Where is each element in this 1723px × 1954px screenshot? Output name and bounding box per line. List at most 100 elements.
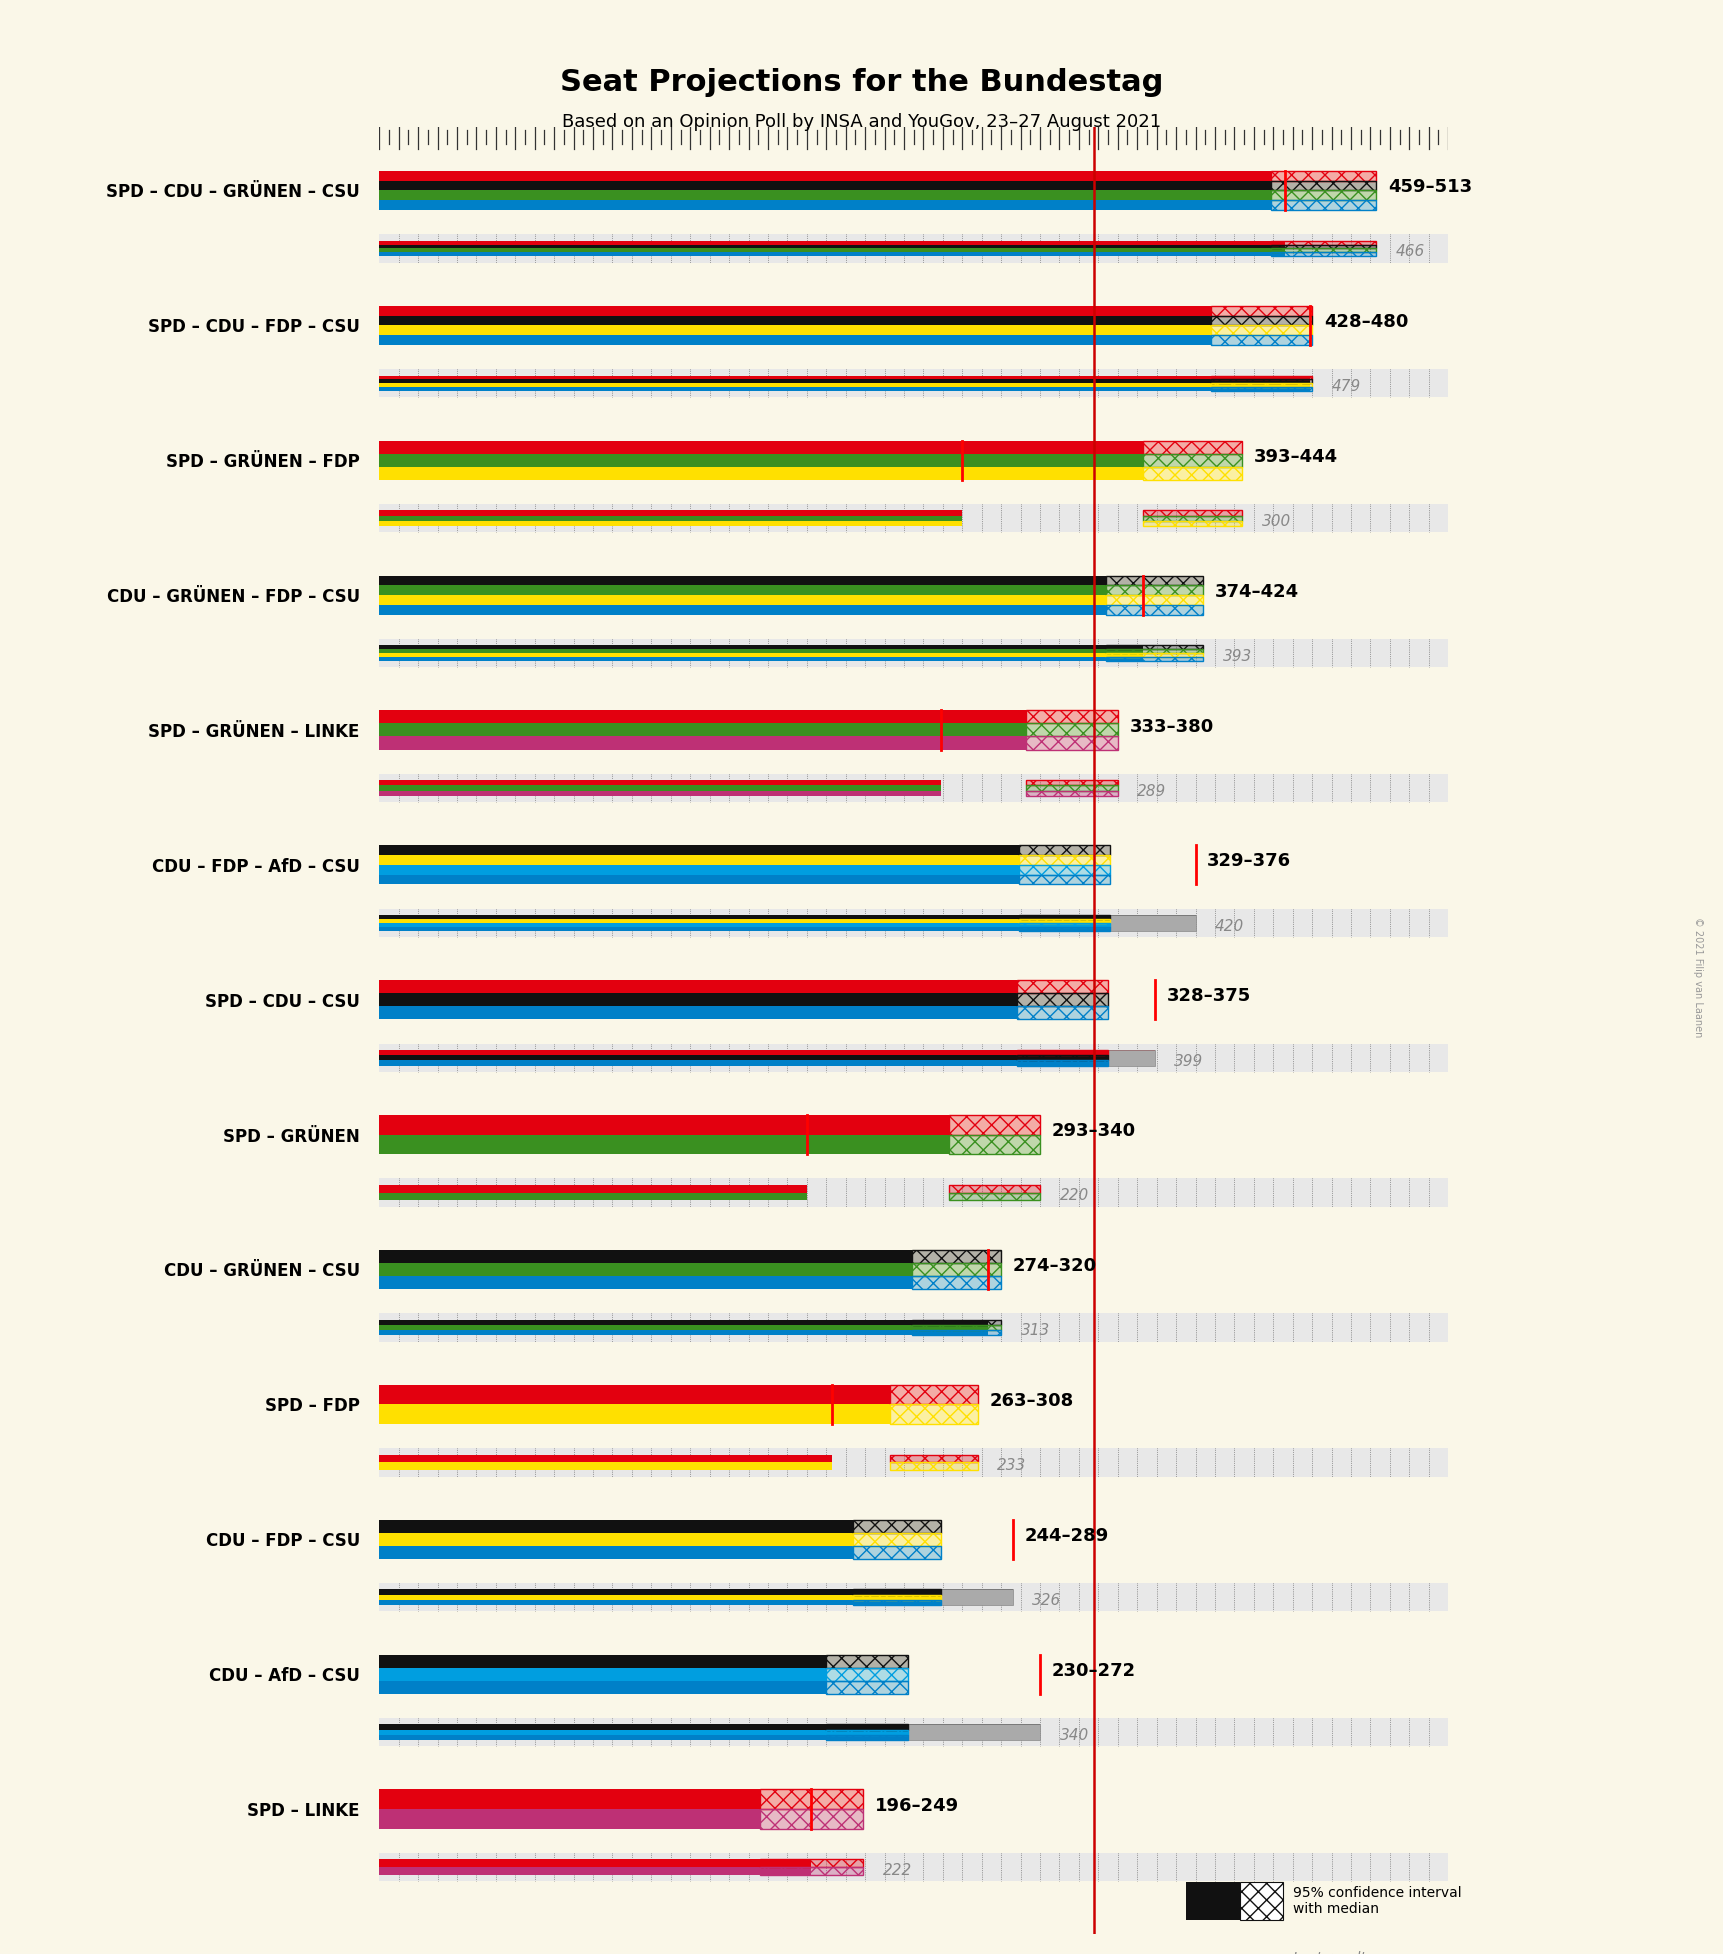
Bar bbox=[1106, 657, 1203, 660]
Bar bbox=[379, 856, 1018, 866]
Bar bbox=[1025, 737, 1117, 750]
Bar bbox=[911, 1276, 1001, 1290]
Bar bbox=[379, 922, 1194, 926]
Bar bbox=[1018, 926, 1110, 930]
Bar bbox=[1210, 315, 1311, 324]
Bar bbox=[379, 993, 1017, 1006]
Bar bbox=[1106, 653, 1203, 657]
Bar bbox=[1018, 875, 1110, 885]
Text: 313: 313 bbox=[1020, 1323, 1049, 1338]
Bar bbox=[379, 1319, 987, 1325]
Bar bbox=[1017, 1055, 1108, 1061]
Bar bbox=[1018, 866, 1110, 875]
Bar bbox=[1018, 856, 1110, 866]
Bar bbox=[379, 375, 1309, 379]
Bar bbox=[379, 1055, 1154, 1061]
Bar bbox=[911, 1331, 1001, 1335]
Bar bbox=[948, 1116, 1039, 1135]
Bar bbox=[911, 1319, 1001, 1325]
Bar bbox=[379, 510, 961, 516]
Bar bbox=[379, 170, 1270, 180]
Bar bbox=[1106, 586, 1203, 596]
Bar bbox=[379, 1462, 832, 1469]
Bar bbox=[1142, 516, 1242, 522]
Bar bbox=[853, 1589, 941, 1594]
Bar bbox=[1270, 180, 1375, 190]
Bar bbox=[1210, 315, 1311, 324]
Bar bbox=[379, 1049, 1154, 1055]
Bar bbox=[379, 1852, 1447, 1882]
Bar bbox=[948, 1184, 1039, 1192]
Bar bbox=[948, 1192, 1039, 1200]
Bar bbox=[1025, 780, 1117, 786]
Bar bbox=[1106, 645, 1203, 649]
Bar bbox=[379, 1178, 1447, 1208]
Bar bbox=[1025, 737, 1117, 750]
Text: 293–340: 293–340 bbox=[1051, 1122, 1135, 1141]
Bar bbox=[379, 1866, 810, 1874]
Bar bbox=[825, 1680, 908, 1694]
Bar bbox=[379, 1385, 889, 1405]
Bar bbox=[379, 596, 1106, 606]
Bar bbox=[1018, 866, 1110, 875]
Bar bbox=[379, 324, 1210, 334]
Bar bbox=[825, 1667, 908, 1680]
Bar bbox=[379, 774, 1447, 801]
Text: 393: 393 bbox=[1222, 649, 1251, 664]
Bar bbox=[379, 723, 1025, 737]
Bar bbox=[1270, 180, 1375, 190]
Bar bbox=[379, 453, 1142, 467]
Bar bbox=[1018, 875, 1110, 885]
Text: 328–375: 328–375 bbox=[1166, 987, 1249, 1006]
Text: 420: 420 bbox=[1215, 918, 1244, 934]
Bar bbox=[1210, 387, 1311, 391]
Bar bbox=[1017, 1061, 1108, 1065]
Bar bbox=[379, 1520, 853, 1532]
Bar bbox=[1106, 606, 1203, 616]
Bar bbox=[379, 846, 1018, 856]
Text: 428–480: 428–480 bbox=[1323, 313, 1408, 330]
Bar bbox=[379, 440, 1142, 453]
Bar bbox=[1270, 248, 1375, 252]
Bar bbox=[379, 1116, 948, 1135]
Bar bbox=[825, 1723, 908, 1729]
Bar bbox=[853, 1520, 941, 1532]
Bar bbox=[1018, 918, 1110, 922]
Bar bbox=[889, 1385, 977, 1405]
Bar bbox=[1017, 981, 1108, 993]
Bar bbox=[1106, 596, 1203, 606]
Bar bbox=[760, 1790, 863, 1809]
Bar bbox=[948, 1116, 1039, 1135]
Bar bbox=[379, 653, 1142, 657]
Bar bbox=[760, 1866, 863, 1874]
Bar bbox=[825, 1735, 908, 1739]
Bar bbox=[1270, 190, 1375, 199]
Bar bbox=[853, 1594, 941, 1600]
Bar bbox=[889, 1405, 977, 1424]
Bar bbox=[1018, 918, 1110, 922]
Bar bbox=[1018, 914, 1110, 918]
Bar bbox=[379, 737, 1025, 750]
Bar bbox=[1106, 576, 1203, 586]
Bar bbox=[889, 1385, 977, 1405]
Bar bbox=[379, 248, 1284, 252]
Bar bbox=[1270, 252, 1375, 256]
Bar bbox=[911, 1251, 1001, 1262]
Bar bbox=[760, 1790, 863, 1809]
Bar bbox=[908, 1723, 1039, 1739]
Bar bbox=[379, 1276, 911, 1290]
Bar bbox=[379, 875, 1018, 885]
Bar bbox=[1270, 170, 1375, 180]
Bar bbox=[948, 1184, 1039, 1192]
Bar bbox=[379, 305, 1210, 315]
Text: Based on an Opinion Poll by INSA and YouGov, 23–27 August 2021: Based on an Opinion Poll by INSA and You… bbox=[562, 113, 1161, 131]
Bar bbox=[1018, 922, 1110, 926]
Bar bbox=[379, 981, 1017, 993]
Bar bbox=[379, 1184, 806, 1192]
Bar bbox=[379, 504, 1447, 531]
Bar bbox=[379, 1667, 825, 1680]
Bar bbox=[1142, 467, 1242, 481]
Bar bbox=[1017, 1061, 1108, 1065]
Bar bbox=[911, 1331, 1001, 1335]
Bar bbox=[1025, 791, 1117, 795]
